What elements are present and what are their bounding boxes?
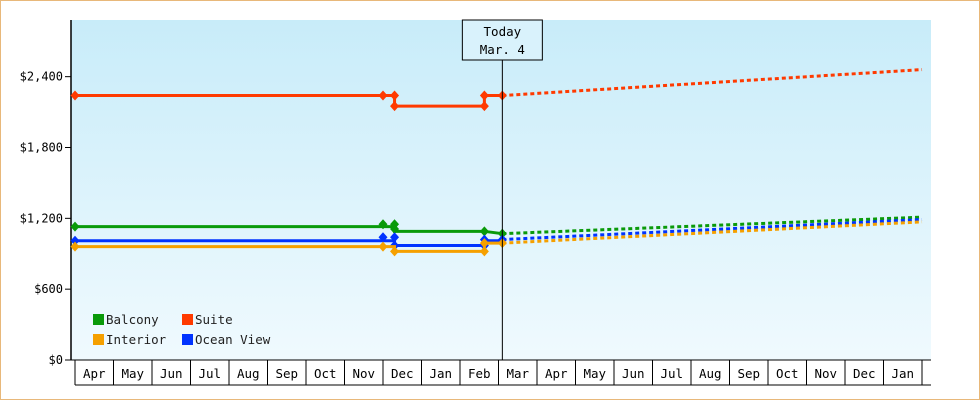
data-point	[390, 246, 400, 257]
legend-label: Suite	[195, 312, 233, 327]
forecast-line-interior	[502, 220, 923, 245]
month-label: Nov	[814, 366, 837, 381]
y-tick-label: $0	[49, 353, 63, 367]
y-tick-label: $2,400	[20, 70, 63, 84]
month-label: Oct	[776, 366, 799, 381]
legend-label: Ocean View	[195, 332, 271, 347]
today-date: Mar. 4	[480, 42, 525, 57]
data-point	[390, 232, 400, 243]
data-point	[390, 223, 400, 234]
month-label: Jul	[660, 366, 683, 381]
month-label: Jan	[429, 366, 452, 381]
data-point	[479, 246, 489, 257]
month-label: Aug	[237, 366, 260, 381]
month-label: Mar	[506, 366, 529, 381]
today-box	[461, 19, 543, 61]
month-label: Sep	[737, 366, 760, 381]
month-label: Dec	[391, 366, 414, 381]
month-label: Feb	[468, 366, 491, 381]
legend-swatch	[93, 314, 104, 325]
data-point	[378, 219, 388, 230]
data-point	[378, 90, 388, 101]
plot-background	[71, 20, 931, 360]
month-label: Jun	[160, 366, 183, 381]
data-point	[70, 90, 80, 101]
month-label: Jan	[891, 366, 914, 381]
data-point	[479, 101, 489, 112]
month-label: May	[121, 366, 144, 381]
legend-swatch	[182, 314, 193, 325]
data-point	[479, 226, 489, 237]
forecast-line-suite	[502, 68, 923, 98]
today-label: Today	[484, 24, 522, 39]
month-label: Nov	[352, 366, 375, 381]
month-label: Jun	[622, 366, 645, 381]
data-point	[390, 101, 400, 112]
data-point	[390, 90, 400, 101]
month-label: Dec	[853, 366, 876, 381]
month-label: Oct	[314, 366, 337, 381]
data-point	[479, 90, 489, 101]
month-label: Aug	[699, 366, 722, 381]
legend-swatch	[93, 334, 104, 345]
month-label: May	[583, 366, 606, 381]
legend-label: Interior	[106, 332, 167, 347]
y-tick-label: $600	[34, 282, 63, 296]
legend-swatch	[182, 334, 193, 345]
month-label: Sep	[275, 366, 298, 381]
data-point	[378, 241, 388, 252]
y-tick-label: $1,800	[20, 141, 63, 155]
legend-label: Balcony	[106, 312, 159, 327]
data-point	[70, 221, 80, 232]
data-point	[479, 238, 489, 249]
month-label: Jul	[198, 366, 221, 381]
data-point	[70, 235, 80, 246]
data-point	[378, 232, 388, 243]
y-tick-label: $1,200	[20, 211, 63, 225]
forecast-line-ocean-view	[502, 218, 923, 242]
month-label: Apr	[545, 366, 568, 381]
month-label: Apr	[83, 366, 106, 381]
data-point	[70, 241, 80, 252]
